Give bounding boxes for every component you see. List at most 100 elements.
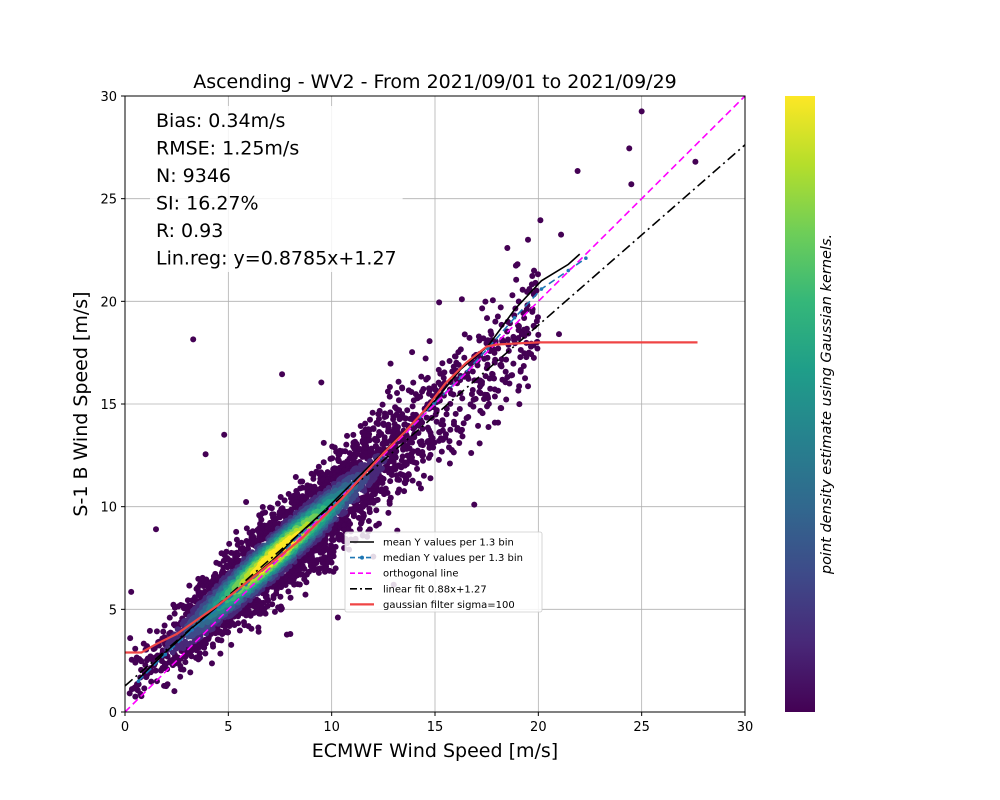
scatter-point bbox=[443, 411, 450, 418]
scatter-point bbox=[238, 539, 245, 546]
scatter-point bbox=[385, 509, 392, 516]
scatter-point bbox=[217, 650, 224, 657]
scatter-point bbox=[399, 453, 406, 460]
series-line-4 bbox=[125, 341, 698, 654]
scatter-point bbox=[455, 349, 462, 356]
scatter-point bbox=[329, 455, 336, 462]
scatter-point bbox=[438, 448, 445, 455]
x-tick-label-0: 0 bbox=[121, 720, 129, 735]
scatter-point bbox=[556, 331, 562, 338]
scatter-point bbox=[127, 635, 134, 642]
scatter-point bbox=[454, 380, 461, 387]
scatter-point bbox=[299, 484, 306, 491]
series-line-3 bbox=[124, 144, 746, 687]
median-marker bbox=[512, 315, 517, 320]
scatter-point bbox=[387, 360, 394, 367]
y-axis-label: S-1 B Wind Speed [m/s] bbox=[70, 291, 92, 516]
scatter-point bbox=[482, 373, 489, 380]
scatter-point bbox=[420, 472, 427, 479]
legend-label-2: orthogonal line bbox=[383, 569, 459, 580]
scatter-point bbox=[456, 405, 463, 412]
scatter-point bbox=[281, 497, 288, 504]
scatter-point bbox=[409, 349, 416, 356]
scatter-point bbox=[468, 449, 475, 456]
scatter-point bbox=[182, 638, 189, 645]
scatter-point bbox=[292, 474, 299, 481]
scatter-point bbox=[465, 375, 472, 382]
scatter-point bbox=[516, 401, 523, 408]
scatter-point bbox=[351, 454, 358, 461]
scatter-point bbox=[502, 368, 509, 375]
scatter-point bbox=[350, 431, 357, 438]
scatter-point bbox=[409, 403, 416, 410]
scatter-point bbox=[474, 362, 481, 369]
scatter-point bbox=[531, 267, 538, 274]
scatter-point bbox=[424, 438, 431, 445]
scatter-point bbox=[405, 471, 412, 478]
scatter-point bbox=[491, 349, 498, 356]
scatter-point bbox=[410, 425, 417, 432]
scatter-point bbox=[299, 478, 306, 485]
scatter-point bbox=[534, 345, 541, 352]
scatter-point bbox=[446, 460, 453, 467]
scatter-point bbox=[525, 383, 532, 390]
x-axis-ticks: 0 5 10 15 20 25 30 bbox=[121, 712, 753, 735]
scatter-point bbox=[399, 385, 406, 392]
scatter-point bbox=[574, 167, 581, 174]
scatter-point bbox=[236, 627, 243, 634]
scatter-point bbox=[456, 439, 463, 446]
median-marker bbox=[297, 533, 302, 538]
scatter-point bbox=[375, 411, 382, 418]
scatter-point bbox=[423, 414, 430, 421]
scatter-point bbox=[132, 645, 139, 652]
scatter-point bbox=[387, 478, 394, 485]
median-marker bbox=[584, 256, 588, 261]
scatter-point bbox=[366, 505, 373, 512]
scatter-point bbox=[424, 424, 431, 431]
scatter-point bbox=[512, 262, 519, 269]
scatter-point bbox=[423, 376, 430, 383]
scatter-point bbox=[515, 387, 522, 394]
scatter-point bbox=[390, 416, 397, 423]
scatter-point bbox=[264, 602, 271, 609]
scatter-point bbox=[214, 636, 221, 643]
scatter-point bbox=[387, 494, 394, 501]
stats-line-5: Lin.reg: y=0.8785x+1.27 bbox=[156, 248, 397, 270]
scatter-point bbox=[379, 401, 386, 408]
scatter-point bbox=[454, 424, 461, 431]
scatter-point bbox=[148, 678, 155, 685]
scatter-point bbox=[480, 335, 487, 342]
x-tick-label-2: 10 bbox=[323, 720, 340, 735]
scatter-point bbox=[535, 331, 542, 338]
scatter-point bbox=[459, 433, 466, 440]
median-marker bbox=[566, 268, 571, 273]
scatter-point bbox=[369, 409, 376, 416]
scatter-point bbox=[534, 271, 541, 278]
scatter-point bbox=[395, 378, 402, 385]
scatter-point bbox=[491, 386, 498, 393]
scatter-point bbox=[515, 327, 522, 334]
scatter-point bbox=[216, 560, 223, 567]
scatter-point bbox=[208, 660, 215, 667]
scatter-point bbox=[417, 485, 424, 492]
scatter-point bbox=[463, 415, 470, 422]
median-marker bbox=[539, 287, 544, 291]
scatter-point bbox=[469, 386, 476, 393]
scatter-point bbox=[447, 426, 454, 433]
scatter-point bbox=[498, 356, 505, 363]
scatter-point bbox=[489, 297, 496, 304]
scatter-point bbox=[440, 374, 447, 381]
scatter-point bbox=[222, 627, 229, 634]
scatter-point bbox=[161, 682, 168, 689]
x-axis-label: ECMWF Wind Speed [m/s] bbox=[312, 740, 558, 762]
scatter-point bbox=[287, 594, 294, 601]
scatter-point bbox=[209, 641, 216, 648]
scatter-point bbox=[484, 315, 491, 322]
scatter-point bbox=[509, 292, 516, 299]
scatter-point bbox=[158, 658, 165, 665]
series-line-2 bbox=[124, 95, 746, 713]
scatter-point bbox=[558, 231, 565, 238]
scatter-point bbox=[274, 500, 281, 507]
scatter-point bbox=[187, 669, 194, 676]
scatter-point bbox=[383, 413, 390, 420]
